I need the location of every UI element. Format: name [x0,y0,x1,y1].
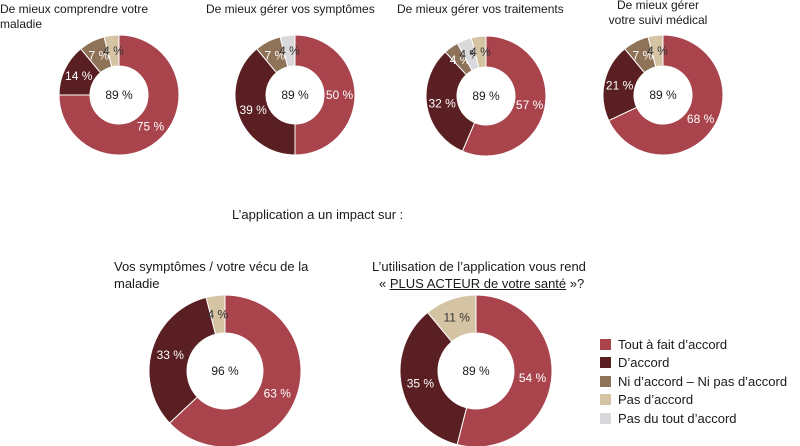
donut-slice [168,294,302,446]
center-label: 89 % [649,88,677,102]
chart-title-acteur: L’utilisation de l’application vous rend… [372,258,632,292]
legend: Tout à fait d’accord D’accord Ni d’accor… [600,335,787,428]
donut-slice [294,34,356,156]
slice-label: 54 % [519,371,547,385]
donut-chart-4: 68 % 21 % 7 %4 % 89 % [602,34,724,156]
legend-swatch [600,412,611,424]
chart-title-acteur-emphasis: PLUS ACTEUR de votre santé [389,276,567,291]
slice-label: 63 % [264,387,292,401]
center-label: 89 % [105,88,133,102]
legend-label: Pas d’accord [618,392,694,408]
legend-item-d-accord: D’accord [600,354,787,373]
legend-item-tout-a-fait: Tout à fait d’accord [600,335,787,354]
legend-swatch [600,338,611,350]
donut-slice [456,294,553,446]
donut-chart-1: 75 % 14 % 7 %4 % 89 % [58,34,180,156]
donut-slice [425,51,476,152]
center-label: 89 % [281,88,309,102]
donut-slice [234,48,296,156]
slice-label: 32 % [428,97,456,111]
chart-title-comprendre: De mieux comprendre votre maladie [0,2,149,31]
donut-chart-3: 57 %32 %4 %4 %4 %89 % [425,35,547,157]
chart-title-traitements: De mieux gérer vos traitements [397,2,564,16]
donut-slice [148,296,217,424]
chart-title-vecu: Vos symptômes / votre vécu de la maladie [114,259,309,291]
donut-slice [470,35,487,69]
chart-title-acteur-line2: « PLUS ACTEUR de votre santé »? [379,276,585,291]
chart-title-symptomes: De mieux gérer vos symptômes [206,2,375,16]
legend-item-ni-ni: Ni d’accord – Ni pas d’accord [600,372,787,391]
donut-slice [205,294,226,335]
slice-label: 57 % [516,98,544,112]
section-title: L’application a un impact sur : [232,207,404,222]
donut-chart-5: 63 % 33 % 4 % 96 % [148,294,302,446]
slice-label: 4 % [470,45,491,59]
slice-label: 4 % [103,44,124,58]
center-label: 89 % [472,89,500,103]
legend-item-pas-d-accord: Pas d’accord [600,391,787,410]
donut-slice [399,311,468,446]
legend-label: Pas du tout d’accord [618,410,737,426]
slice-label: 35 % [407,376,435,390]
legend-label: Tout à fait d’accord [618,336,728,352]
slice-label: 14 % [65,69,93,83]
donut-slice [279,34,296,68]
legend-swatch [600,375,611,387]
donut-slice [608,34,724,156]
slice-label: 33 % [157,348,185,362]
donut-slice [647,34,664,68]
donut-slice [103,34,120,68]
legend-item-pas-du-tout: Pas du tout d’accord [600,409,787,428]
legend-label: D’accord [618,355,670,371]
chart-title-suivi: De mieux gérer votre suivi médical [608,0,708,27]
slice-label: 4 % [279,44,300,58]
donut-chart-2: 50 % 39 % 7 %4 % 89 % [234,34,356,156]
legend-label: Ni d’accord – Ni pas d’accord [618,373,788,389]
donut-slice [461,35,547,157]
donut-chart-6: 54 % 35 % 11 % 89 % [399,294,553,446]
slice-label: 7 % [264,48,285,62]
slice-label: 68 % [687,112,715,126]
slice-label: 39 % [239,103,267,117]
slice-label: 4 % [208,307,229,321]
donut-slice [58,34,180,156]
legend-swatch [600,394,611,406]
chart-title-acteur-line1: L’utilisation de l’application vous rend [372,259,586,274]
slice-label: 21 % [606,78,634,92]
donut-slice [426,294,477,343]
center-label: 96 % [211,364,239,378]
slice-label: 4 % [647,44,668,58]
legend-swatch [600,357,611,369]
slice-label: 75 % [137,119,165,133]
slice-label: 7 % [88,48,109,62]
slice-label: 50 % [326,88,354,102]
center-label: 89 % [462,364,490,378]
slice-label: 11 % [443,310,470,324]
slice-label: 7 % [632,48,653,62]
